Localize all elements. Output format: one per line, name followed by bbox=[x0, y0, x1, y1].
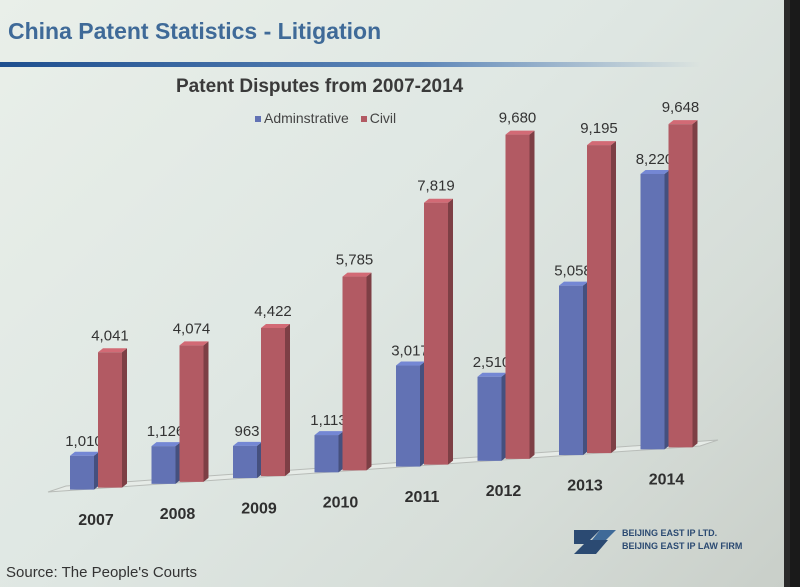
bar-side-administrative-2013 bbox=[583, 281, 588, 456]
legend-label-administrative: Adminstrative bbox=[264, 110, 349, 126]
x-tick-label-2009: 2009 bbox=[241, 500, 277, 517]
bar-civil-2013 bbox=[587, 145, 611, 454]
bar-side-civil-2013 bbox=[611, 141, 616, 454]
bar-administrative-2011 bbox=[396, 365, 420, 467]
data-label-administrative-2014: 8,220 bbox=[636, 151, 674, 168]
bar-civil-2008 bbox=[179, 345, 204, 482]
bar-side-civil-2007 bbox=[122, 348, 127, 488]
x-tick-label-2008: 2008 bbox=[160, 506, 196, 523]
bar-civil-2014 bbox=[668, 124, 693, 448]
bar-civil-2010 bbox=[342, 276, 367, 471]
bar-side-administrative-2012 bbox=[501, 372, 507, 461]
bar-administrative-2007 bbox=[70, 455, 94, 490]
bar-top-civil-2013 bbox=[587, 141, 616, 146]
data-label-administrative-2012: 2,510 bbox=[473, 354, 511, 371]
legend-swatch-administrative bbox=[255, 115, 261, 122]
source-note: Source: The People's Courts bbox=[6, 564, 198, 581]
bar-administrative-2012 bbox=[477, 376, 502, 461]
bar-civil-2009 bbox=[261, 327, 285, 477]
data-label-administrative-2009: 963 bbox=[234, 423, 259, 440]
x-tick-label-2012: 2012 bbox=[486, 483, 522, 500]
x-tick-label-2013: 2013 bbox=[567, 477, 603, 494]
slide-title: China Patent Statistics - Litigation bbox=[8, 18, 382, 44]
data-label-civil-2010: 5,785 bbox=[336, 252, 374, 269]
chart-title: Patent Disputes from 2007-2014 bbox=[176, 76, 464, 97]
data-label-administrative-2010: 1,113 bbox=[310, 412, 346, 429]
bar-administrative-2013 bbox=[559, 285, 583, 456]
data-label-administrative-2013: 5,058 bbox=[554, 263, 592, 280]
bar-top-administrative-2008 bbox=[151, 442, 181, 447]
bar-side-administrative-2011 bbox=[420, 361, 425, 467]
title-divider bbox=[0, 62, 700, 67]
logo-line-1: BEIJING EAST IP LTD. bbox=[622, 528, 718, 538]
x-tick-label-2007: 2007 bbox=[78, 512, 114, 529]
bar-civil-2011 bbox=[424, 202, 448, 465]
bar-administrative-2014 bbox=[640, 173, 665, 450]
bar-side-civil-2008 bbox=[203, 341, 209, 482]
chart-floor bbox=[47, 439, 719, 493]
bar-top-administrative-2007 bbox=[70, 451, 99, 456]
bar-top-civil-2014 bbox=[668, 120, 698, 125]
data-label-civil-2008: 4,074 bbox=[173, 320, 211, 337]
bar-civil-2012 bbox=[505, 134, 530, 459]
bar-top-administrative-2009 bbox=[233, 441, 262, 446]
data-label-civil-2009: 4,422 bbox=[254, 303, 292, 320]
data-label-civil-2014: 9,648 bbox=[662, 99, 700, 116]
bar-chart: 1,010 4,041 2007 1,126 4,074 2008 963 4,422 2009… bbox=[47, 99, 719, 529]
bar-top-administrative-2012 bbox=[477, 372, 507, 377]
data-label-civil-2012: 9,680 bbox=[499, 110, 537, 127]
bar-top-civil-2009 bbox=[261, 323, 290, 328]
data-label-civil-2013: 9,195 bbox=[580, 120, 618, 137]
chart-legend: Adminstrative Civil bbox=[255, 110, 404, 126]
bar-top-civil-2011 bbox=[424, 198, 453, 203]
bar-top-civil-2010 bbox=[342, 272, 372, 277]
bar-side-administrative-2008 bbox=[175, 442, 181, 484]
data-label-administrative-2007: 1,010 bbox=[65, 433, 103, 450]
legend-item-civil: Civil bbox=[360, 110, 397, 126]
bar-side-civil-2009 bbox=[285, 323, 290, 477]
data-label-civil-2011: 7,819 bbox=[417, 178, 455, 195]
bar-top-civil-2007 bbox=[98, 348, 127, 353]
legend-swatch-civil bbox=[360, 115, 367, 122]
x-tick-label-2011: 2011 bbox=[405, 489, 440, 506]
legend-item-administrative: Adminstrative bbox=[255, 110, 353, 126]
bar-top-administrative-2014 bbox=[640, 169, 670, 174]
bar-administrative-2010 bbox=[314, 435, 339, 473]
bar-administrative-2008 bbox=[151, 446, 176, 484]
data-label-administrative-2011: 3,017 bbox=[391, 343, 429, 360]
logo-text: BEIJING EAST IP LTD. BEIJING EAST IP LAW… bbox=[622, 527, 742, 553]
x-tick-label-2010: 2010 bbox=[323, 495, 359, 512]
data-label-civil-2007: 4,041 bbox=[91, 327, 129, 344]
bar-top-civil-2008 bbox=[179, 341, 209, 346]
bar-top-administrative-2010 bbox=[314, 431, 344, 436]
bar-top-civil-2012 bbox=[505, 130, 535, 135]
bar-side-civil-2012 bbox=[529, 130, 535, 459]
bar-side-administrative-2014 bbox=[664, 169, 670, 450]
bar-top-administrative-2011 bbox=[396, 361, 425, 366]
bar-side-civil-2011 bbox=[448, 198, 453, 465]
bar-side-administrative-2010 bbox=[338, 431, 344, 473]
bar-civil-2007 bbox=[98, 352, 122, 488]
data-label-administrative-2008: 1,126 bbox=[147, 423, 185, 440]
x-tick-label-2014: 2014 bbox=[649, 472, 685, 489]
bar-top-administrative-2013 bbox=[559, 281, 588, 286]
bar-side-civil-2014 bbox=[692, 120, 698, 448]
bar-side-administrative-2007 bbox=[94, 451, 99, 490]
beijing-east-ip-logo-icon bbox=[574, 530, 616, 554]
bar-administrative-2009 bbox=[233, 445, 257, 479]
legend-label-civil: Civil bbox=[369, 110, 397, 126]
bar-side-administrative-2009 bbox=[257, 441, 262, 479]
bar-side-civil-2010 bbox=[366, 272, 372, 471]
logo-line-2: BEIJING EAST IP LAW FIRM bbox=[622, 541, 743, 551]
